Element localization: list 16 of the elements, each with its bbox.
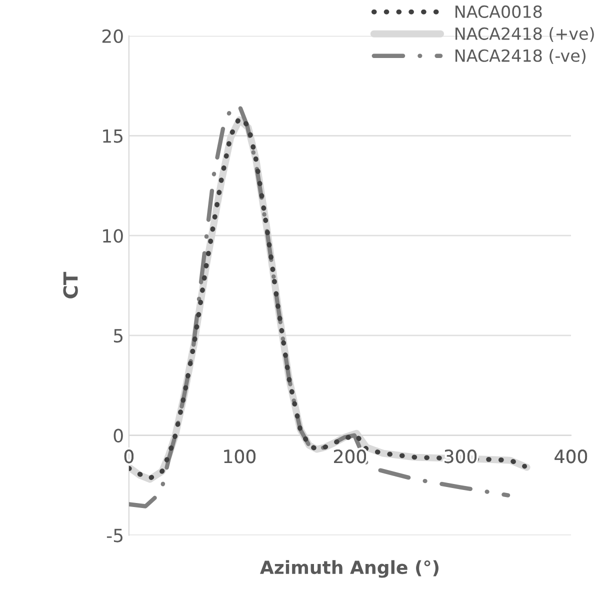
- y-tick-label: 0: [114, 428, 123, 442]
- x-tick-label: 100: [224, 450, 256, 464]
- legend-label: NACA0018: [456, 5, 542, 18]
- x-tick-label: 200: [334, 450, 366, 464]
- y-tick-label: -5: [106, 528, 123, 542]
- x-tick-label: 0: [124, 450, 134, 464]
- y-axis-title: CT: [63, 272, 78, 298]
- legend-label: NACA2418 (-ve): [456, 49, 586, 64]
- y-tick-label: 10: [103, 229, 123, 243]
- y-tick-label: 15: [103, 129, 122, 143]
- legend-label: NACA2418 (+ve): [456, 27, 594, 42]
- x-axis-title: Azimuth Angle (°): [260, 560, 438, 578]
- x-tick-label: 400: [554, 450, 588, 464]
- y-tick-label: 20: [102, 29, 123, 43]
- y-tick-label: 5: [114, 329, 122, 343]
- x-tick-label: 300: [444, 450, 477, 464]
